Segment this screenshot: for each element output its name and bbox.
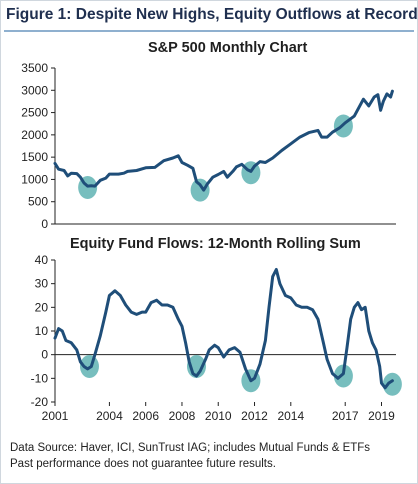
fund-flows-line-chart: -20 -10 0 10 20 30 40 2001 2004 2006 2008 2010 2012 2… [31,253,402,423]
flows-x-tick-label: 2014 [277,409,304,423]
figure-title: Figure 1: Despite New Highs, Equity Outf… [6,6,418,23]
flows-x-tick-label: 2001 [42,409,69,423]
sp500-line-chart: 0 500 1000 1500 2000 2500 3000 3500 [21,61,396,231]
sp500-y-tick-label: 0 [41,217,48,231]
data-source-note: Data Source: Haver, ICI, SunTrust IAG; i… [10,442,371,454]
sp500-y-tick-label: 1500 [21,150,48,164]
flows-x-tick-label: 2012 [241,409,268,423]
sp500-series-line [53,89,394,192]
flows-y-tick-label: 0 [41,348,48,362]
sp500-chart-title: S&P 500 Monthly Chart [148,40,308,56]
sp500-y-tick-label: 3000 [21,83,48,97]
flows-x-tick-label: 2008 [169,409,196,423]
flows-y-tick-label: 30 [35,277,49,291]
flows-trough-highlight [333,364,353,388]
flows-y-tick-label: -20 [31,395,49,409]
flows-x-tick-label: 2010 [205,409,232,423]
flows-y-tick-label: -10 [31,371,49,385]
flows-trough-highlight [382,372,402,396]
flows-x-tick-label: 2006 [132,409,159,423]
title-divider [4,30,414,32]
sp500-y-tick-label: 500 [28,195,48,209]
flows-x-tick-label: 2017 [332,409,359,423]
flows-x-tick-label: 2004 [96,409,123,423]
sp500-trough-highlight [190,178,210,202]
flows-series-line [53,268,394,390]
performance-disclaimer: Past performance does not guarantee futu… [10,458,276,470]
sp500-y-tick-label: 2500 [21,106,48,120]
fund-flows-chart-title: Equity Fund Flows: 12-Month Rolling Sum [70,236,361,252]
flows-y-tick-label: 40 [35,253,49,267]
flows-x-tick-label: 2019 [368,409,395,423]
sp500-y-tick-label: 1000 [21,172,48,186]
flows-y-tick-label: 10 [35,324,49,338]
sp500-y-tick-label: 3500 [21,61,48,75]
sp500-y-tick-label: 2000 [21,128,48,142]
flows-y-tick-label: 20 [35,300,49,314]
